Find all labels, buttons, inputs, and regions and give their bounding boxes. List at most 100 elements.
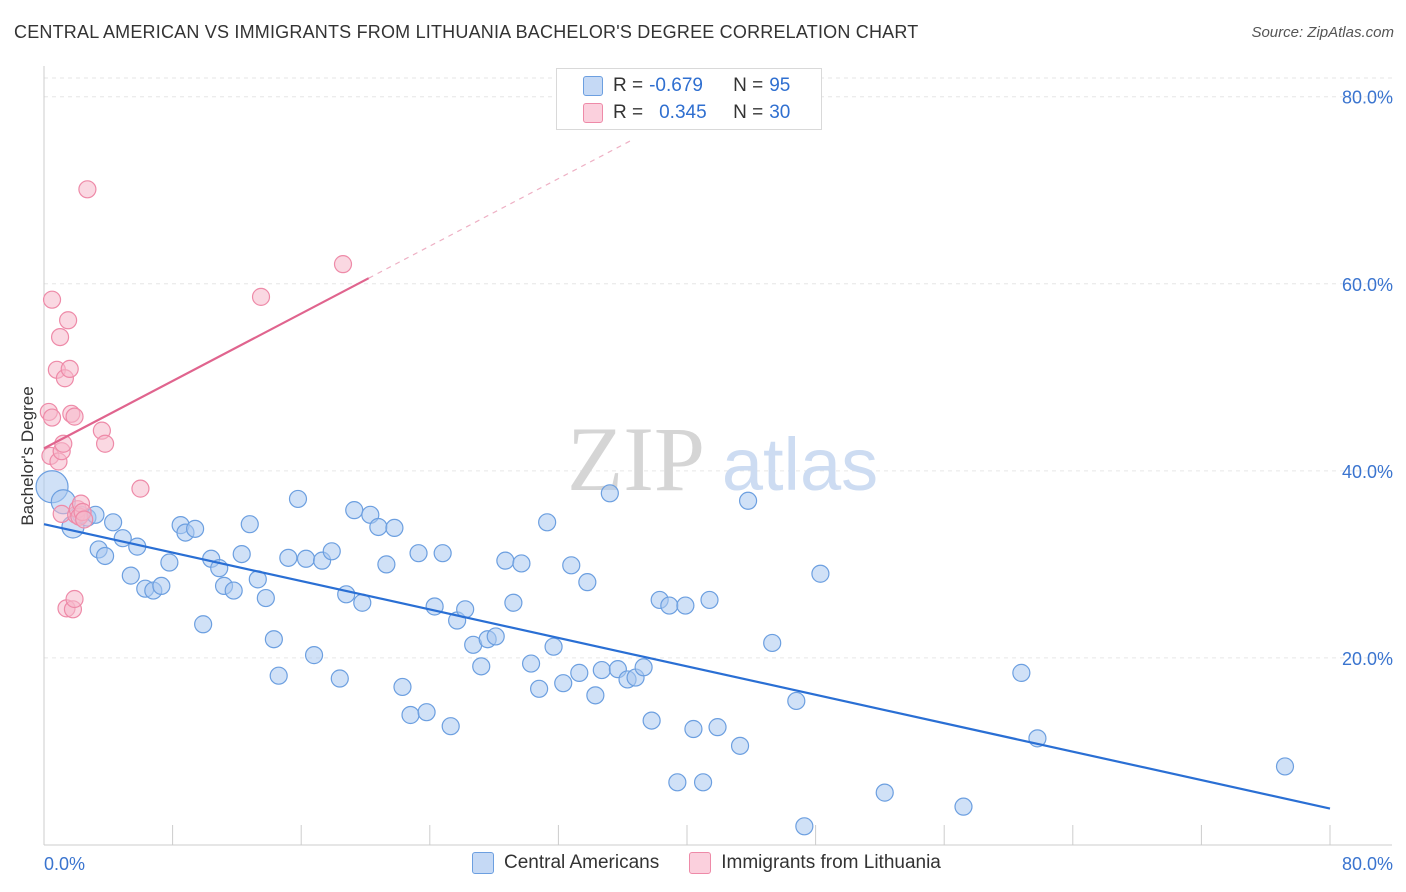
grid-lines (44, 77, 1392, 659)
r-label: R = (613, 75, 644, 96)
data-point-central-americans (160, 553, 179, 572)
data-point-central-americans (269, 666, 288, 685)
data-point-central-americans (562, 556, 581, 575)
data-point-central-americans (676, 596, 695, 615)
data-point-lithuania (131, 479, 150, 498)
r-value: -0.679 (649, 75, 703, 96)
data-point-central-americans (600, 484, 619, 503)
data-point-central-americans (472, 657, 491, 676)
data-point-central-americans (417, 703, 436, 722)
trend-line-central-americans (43, 523, 1331, 810)
data-point-central-americans (288, 489, 308, 509)
n-label: N = (733, 102, 764, 123)
data-point-lithuania (59, 311, 78, 330)
legend-item-central-americans: Central Americans (472, 852, 659, 874)
data-point-central-americans (954, 797, 973, 816)
data-point-central-americans (763, 633, 782, 653)
series-legend: Central Americans Immigrants from Lithua… (472, 852, 971, 874)
data-point-central-americans (95, 546, 115, 566)
n-value: 95 (769, 75, 791, 96)
data-point-central-americans (409, 544, 428, 563)
legend-label: Immigrants from Lithuania (721, 852, 941, 873)
legend-row-central-americans: R = -0.679 N = 95 (583, 73, 790, 99)
data-point-central-americans (642, 711, 661, 730)
y-tick-label: 40.0% (1342, 462, 1393, 482)
data-point-central-americans (377, 555, 396, 574)
watermark: ZIP atlas (567, 408, 878, 510)
data-point-central-americans (296, 549, 316, 568)
trend-line-lithuania-extension (368, 140, 632, 279)
data-point-lithuania (333, 255, 353, 274)
data-point-central-americans (330, 669, 349, 688)
data-point-central-americans (304, 646, 324, 665)
stats-legend: R = -0.679 N = 95 R = 0.345 N = 30 (556, 68, 822, 130)
data-point-lithuania (75, 510, 94, 529)
data-point-central-americans (385, 518, 404, 538)
data-point-lithuania (60, 359, 79, 378)
data-point-central-americans (496, 551, 515, 570)
data-point-central-americans (570, 663, 589, 682)
data-point-central-americans (634, 658, 653, 677)
data-point-central-americans (684, 719, 703, 739)
legend-row-lithuania: R = 0.345 N = 30 (583, 100, 790, 126)
data-point-lithuania (65, 407, 84, 426)
data-point-central-americans (700, 590, 719, 610)
data-point-lithuania (50, 327, 70, 347)
data-point-lithuania (42, 290, 62, 309)
data-point-central-americans (256, 588, 275, 608)
data-point-central-americans (345, 501, 364, 520)
data-point-central-americans (544, 637, 563, 656)
data-point-central-americans (578, 573, 597, 592)
series-central-americans (35, 470, 1295, 836)
legend-label: Central Americans (504, 852, 660, 873)
y-axis-label: Bachelor's Degree (18, 386, 37, 526)
y-tick-label: 80.0% (1342, 88, 1393, 108)
data-point-central-americans (730, 736, 750, 755)
data-point-central-americans (1275, 757, 1295, 776)
y-tick-label: 20.0% (1342, 649, 1393, 669)
data-point-central-americans (401, 705, 420, 725)
data-point-lithuania (78, 180, 97, 199)
data-point-central-americans (232, 545, 251, 564)
data-point-central-americans (538, 513, 557, 532)
source-label: Source: ZipAtlas.com (1251, 24, 1394, 41)
data-point-central-americans (322, 542, 341, 561)
data-point-lithuania (95, 434, 115, 453)
data-point-central-americans (433, 544, 452, 563)
tick-labels: 20.0% 40.0% 60.0% 80.0% 0.0% 80.0% (44, 88, 1393, 874)
data-point-central-americans (504, 593, 523, 612)
blue-swatch (583, 76, 603, 96)
data-point-central-americans (512, 554, 531, 573)
data-point-lithuania (65, 589, 84, 609)
n-value: 30 (769, 102, 791, 123)
data-point-central-americans (240, 515, 259, 534)
pink-swatch (689, 852, 712, 874)
data-point-central-americans (264, 630, 283, 649)
x-tick-label: 80.0% (1342, 854, 1393, 874)
data-point-lithuania (251, 287, 271, 306)
data-point-central-americans (279, 548, 298, 567)
data-point-central-americans (337, 585, 356, 604)
data-point-central-americans (795, 817, 814, 836)
data-point-central-americans (693, 773, 713, 792)
r-value: 0.345 (659, 102, 707, 123)
series-lithuania (39, 180, 353, 619)
n-label: N = (733, 75, 764, 96)
data-point-central-americans (486, 627, 505, 646)
data-point-central-americans (586, 686, 605, 705)
data-point-central-americans (554, 674, 573, 693)
data-point-central-americans (121, 566, 140, 585)
r-label: R = (613, 102, 644, 123)
data-point-central-americans (104, 513, 123, 532)
data-point-lithuania (42, 408, 62, 427)
blue-swatch (472, 852, 494, 874)
trend-line-lithuania (43, 277, 370, 450)
data-point-central-americans (194, 615, 213, 634)
data-point-central-americans (708, 718, 727, 737)
data-point-central-americans (530, 679, 549, 698)
data-point-central-americans (369, 517, 388, 537)
data-point-central-americans (811, 564, 830, 583)
y-tick-label: 60.0% (1342, 275, 1393, 295)
data-point-central-americans (738, 491, 758, 510)
data-point-central-americans (152, 576, 171, 596)
